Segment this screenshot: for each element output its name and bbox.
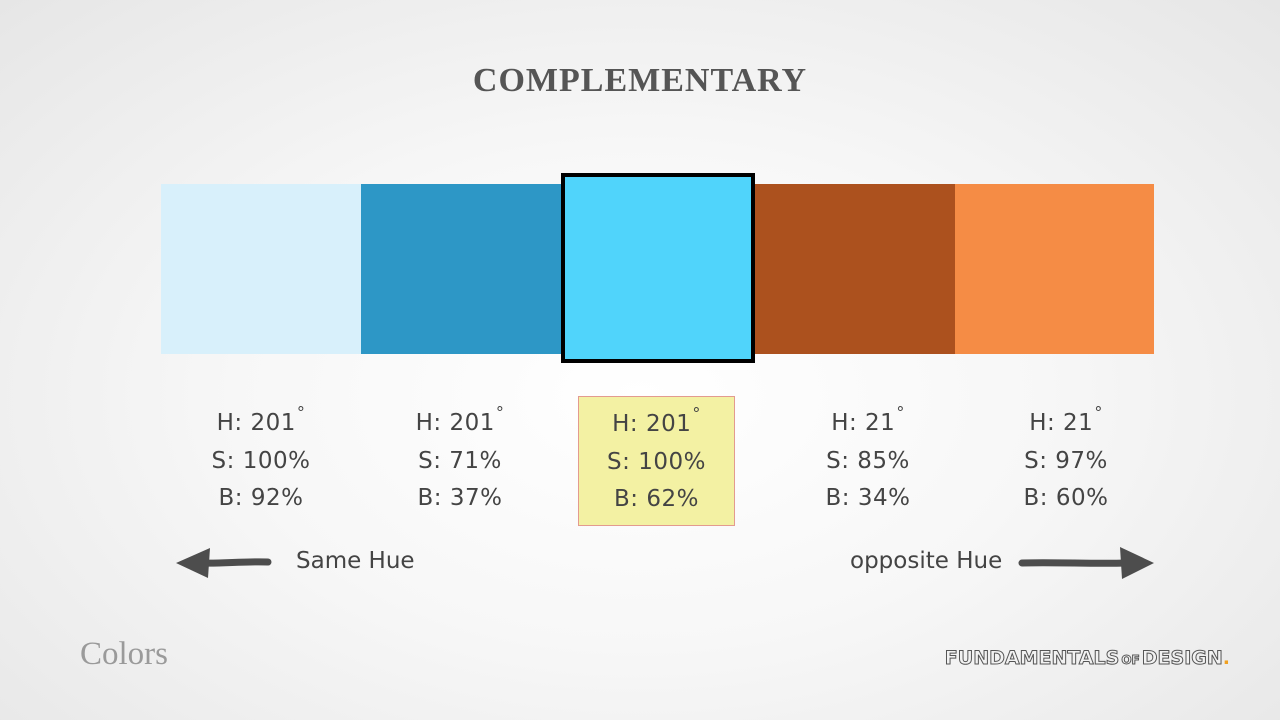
hue-value: H: 21 bbox=[831, 410, 896, 436]
hue-value: H: 201 bbox=[612, 411, 692, 437]
swatch-1 bbox=[161, 184, 361, 354]
hue-value: H: 21 bbox=[1029, 410, 1094, 436]
brand-word-1: FUNDAMENTALS bbox=[944, 647, 1120, 670]
hsb-values-4: H: 21° S: 85% B: 34% bbox=[790, 396, 946, 526]
brightness-value: B: 60% bbox=[1023, 485, 1109, 511]
hue-value: H: 201 bbox=[415, 410, 495, 436]
arrow-right-icon bbox=[1018, 547, 1154, 579]
degree-symbol: ° bbox=[495, 403, 505, 422]
saturation-value: S: 100% bbox=[607, 449, 706, 475]
brightness-value: B: 34% bbox=[825, 485, 911, 511]
footer-section-label: Colors bbox=[80, 636, 169, 672]
swatch-5 bbox=[955, 184, 1154, 354]
degree-symbol: ° bbox=[296, 403, 306, 422]
brand-dot: . bbox=[1222, 647, 1230, 669]
brightness-value: B: 92% bbox=[218, 485, 304, 511]
swatch-2 bbox=[361, 184, 561, 354]
hsb-values-5: H: 21° S: 97% B: 60% bbox=[988, 396, 1144, 526]
slide-title: COMPLEMENTARY bbox=[472, 62, 808, 99]
color-swatch-row bbox=[161, 173, 1154, 363]
swatch-3-selected bbox=[561, 173, 755, 363]
hsb-values-2: H: 201° S: 71% B: 37% bbox=[382, 396, 538, 526]
brightness-value: B: 37% bbox=[417, 485, 503, 511]
same-hue-label: Same Hue bbox=[296, 548, 415, 574]
saturation-value: S: 100% bbox=[211, 448, 311, 474]
swatch-4 bbox=[755, 184, 955, 354]
opposite-hue-label: opposite Hue bbox=[850, 548, 1003, 574]
saturation-value: S: 71% bbox=[418, 448, 502, 474]
degree-symbol: ° bbox=[1094, 403, 1103, 422]
degree-symbol: ° bbox=[896, 403, 905, 422]
brand-word-of: OF bbox=[1121, 653, 1140, 668]
hue-value: H: 201 bbox=[216, 410, 296, 436]
hsb-values-3-highlighted: H: 201° S: 100% B: 62% bbox=[578, 396, 735, 526]
saturation-value: S: 97% bbox=[1024, 448, 1108, 474]
arrow-left-icon bbox=[176, 548, 272, 578]
brand-logo: FUNDAMENTALS OF DESIGN. bbox=[944, 647, 1230, 670]
brightness-value: B: 62% bbox=[614, 486, 699, 512]
degree-symbol: ° bbox=[692, 404, 701, 423]
hsb-values-1: H: 201° S: 100% B: 92% bbox=[183, 396, 339, 526]
brand-word-2: DESIGN bbox=[1141, 647, 1223, 670]
saturation-value: S: 85% bbox=[826, 448, 910, 474]
